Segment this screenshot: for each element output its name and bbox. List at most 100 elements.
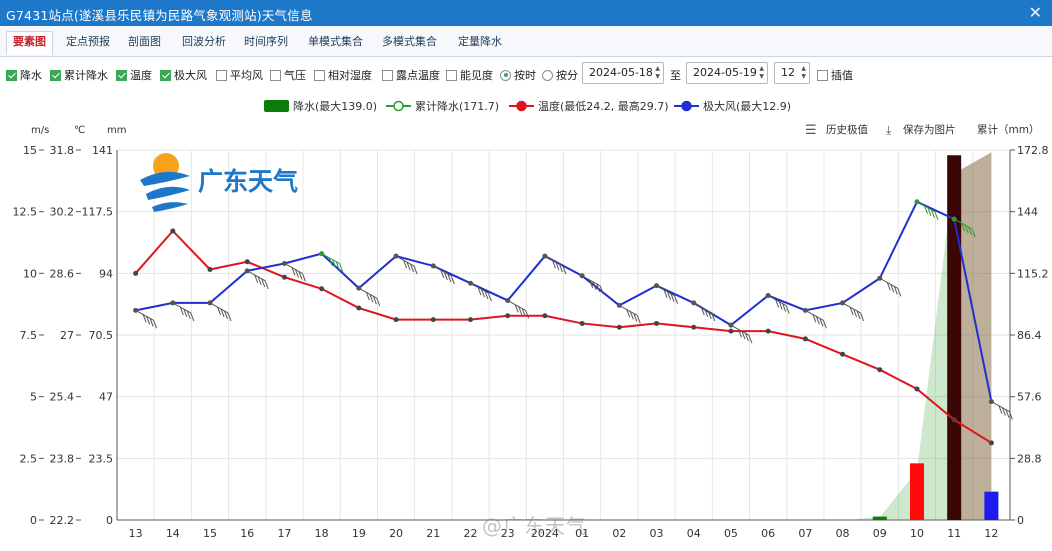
y-tick-precip: 47 bbox=[99, 391, 113, 404]
tab-7[interactable]: 定量降水 bbox=[458, 35, 502, 48]
legend-label: 累计降水(171.7) bbox=[415, 99, 499, 113]
tab-4[interactable]: 时间序列 bbox=[244, 35, 288, 48]
barb-flag bbox=[741, 330, 746, 340]
tab-5[interactable]: 单模式集合 bbox=[308, 35, 363, 48]
spinner-icon[interactable]: ▲ ▼ bbox=[801, 65, 806, 80]
radio-dot[interactable] bbox=[500, 69, 511, 81]
y-tick-precip: 94 bbox=[99, 267, 113, 280]
checkbox-2[interactable]: 温度 bbox=[116, 67, 152, 83]
checkbox-box[interactable] bbox=[6, 69, 17, 81]
y-tick-wind: 12.5 bbox=[13, 206, 38, 219]
temperature-point bbox=[319, 286, 325, 292]
tab-0[interactable]: 要素图 bbox=[6, 31, 53, 55]
unit-label-precip: mm bbox=[107, 125, 126, 136]
checkbox-box[interactable] bbox=[50, 69, 61, 81]
tab-2[interactable]: 剖面图 bbox=[128, 35, 161, 48]
barb-flag bbox=[558, 263, 563, 273]
barb-flag bbox=[934, 211, 939, 220]
checkbox-8[interactable]: 能见度 bbox=[446, 67, 493, 83]
x-tick-label: 05 bbox=[724, 527, 738, 540]
y-tick-precip: 0 bbox=[106, 514, 113, 527]
barb-flag bbox=[555, 261, 560, 271]
barb-flag bbox=[294, 269, 299, 278]
barb-flag bbox=[886, 282, 891, 291]
y-tick-temp: 28.6 bbox=[50, 267, 75, 280]
spinner-icon[interactable]: ▲ ▼ bbox=[655, 65, 660, 80]
barb-flag bbox=[1005, 409, 1010, 418]
y-tick-wind: 0 bbox=[30, 514, 37, 527]
y-tick-temp: 23.8 bbox=[50, 452, 75, 465]
x-tick-label: 04 bbox=[687, 527, 701, 540]
temperature-point bbox=[207, 266, 213, 272]
checkbox-label: 极大风 bbox=[174, 69, 207, 82]
x-tick-label: 10 bbox=[910, 527, 924, 540]
checkbox-box[interactable] bbox=[314, 69, 325, 81]
checkbox-box[interactable] bbox=[270, 69, 281, 81]
checkbox-box[interactable] bbox=[216, 69, 227, 81]
temperature-point bbox=[505, 313, 511, 319]
checkbox-6[interactable]: 相对湿度 bbox=[314, 67, 372, 83]
checkbox-5[interactable]: 气压 bbox=[270, 67, 306, 83]
x-tick-label: 09 bbox=[873, 527, 887, 540]
logo-text: 广东天气 bbox=[198, 167, 298, 196]
barb-flag bbox=[667, 291, 671, 300]
checkbox-box[interactable] bbox=[160, 69, 171, 81]
date-from-input[interactable]: 2024-05-18 ▲ ▼ bbox=[582, 62, 664, 84]
checkbox-4[interactable]: 平均风 bbox=[216, 67, 263, 83]
chart-toolbar[interactable]: ☰ 历史极值 ⤓ 保存为图片 累计（mm） bbox=[805, 123, 1039, 138]
wind-barb-icon bbox=[321, 253, 344, 272]
barb-flag bbox=[890, 284, 895, 293]
radio-1[interactable]: 按分 bbox=[542, 67, 578, 83]
checkbox-label: 温度 bbox=[130, 69, 152, 82]
temperature-point bbox=[133, 270, 139, 276]
legend-label: 降水(最大139.0) bbox=[293, 99, 377, 113]
barb-flag bbox=[599, 285, 604, 294]
barb-flag bbox=[782, 303, 787, 312]
y-tick-wind: 10 bbox=[23, 267, 37, 280]
wind-barb-icon bbox=[730, 324, 753, 344]
barb-flag bbox=[964, 224, 969, 234]
barb-flag bbox=[551, 259, 556, 269]
cumulative-area-recent bbox=[954, 152, 992, 520]
checkbox-box[interactable] bbox=[382, 69, 393, 81]
barb-flag bbox=[748, 334, 753, 344]
barb-flag bbox=[254, 274, 259, 284]
barb-flag bbox=[450, 275, 455, 285]
hour-input[interactable]: 12 ▲ ▼ bbox=[774, 62, 810, 84]
barb-flag bbox=[636, 315, 641, 324]
checkbox-box[interactable] bbox=[116, 69, 127, 81]
tab-1[interactable]: 定点预报 bbox=[66, 35, 110, 48]
barb-flag bbox=[927, 207, 932, 216]
barb-flag bbox=[413, 265, 418, 275]
radio-dot[interactable] bbox=[542, 69, 553, 81]
checkbox-box[interactable] bbox=[817, 69, 828, 81]
close-icon[interactable]: ✕ bbox=[1028, 3, 1042, 22]
temperature-point bbox=[244, 259, 250, 265]
y-tick-wind: 2.5 bbox=[20, 452, 38, 465]
date-to-input[interactable]: 2024-05-19 ▲ ▼ bbox=[686, 62, 768, 84]
tab-3[interactable]: 回波分析 bbox=[182, 35, 226, 48]
date-to-value: 2024-05-19 bbox=[693, 66, 757, 79]
logo-wave bbox=[146, 186, 190, 200]
checkbox-box[interactable] bbox=[446, 69, 457, 81]
options-bar: 2024-05-18 ▲ ▼ 至 2024-05-19 ▲ ▼ 12 ▲ ▼ 插值 降… bbox=[0, 60, 1052, 88]
checkbox-0[interactable]: 降水 bbox=[6, 67, 42, 83]
checkbox-1[interactable]: 累计降水 bbox=[50, 67, 108, 83]
y-tick-precip: 117.5 bbox=[82, 206, 114, 219]
barb-flag bbox=[822, 320, 827, 329]
wind-barb-icon bbox=[916, 201, 939, 220]
barb-flag bbox=[332, 259, 337, 268]
checkbox-3[interactable]: 极大风 bbox=[160, 67, 207, 83]
tab-6[interactable]: 多模式集合 bbox=[382, 35, 437, 48]
y-tick-wind: 5 bbox=[30, 391, 37, 404]
spinner-icon[interactable]: ▲ ▼ bbox=[759, 65, 764, 80]
barb-flag bbox=[737, 328, 742, 338]
barb-flag bbox=[596, 283, 601, 292]
checkbox-7[interactable]: 露点温度 bbox=[382, 67, 440, 83]
radio-0[interactable]: 按时 bbox=[500, 67, 536, 83]
hour-value: 12 bbox=[781, 66, 795, 79]
barb-flag bbox=[142, 314, 147, 323]
barb-flag bbox=[626, 309, 631, 318]
interp-checkbox[interactable]: 插值 bbox=[817, 67, 853, 83]
barb-flag bbox=[179, 306, 184, 316]
